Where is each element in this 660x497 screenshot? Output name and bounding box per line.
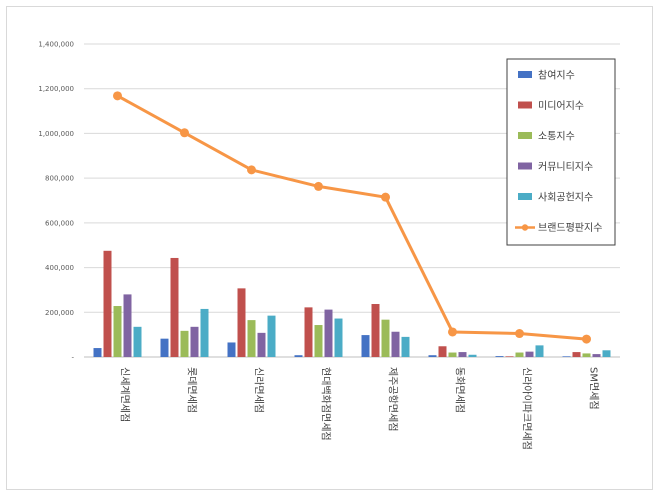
bar-사회공헌지수-신세계면세점 (133, 326, 142, 357)
legend-swatch-사회공헌지수 (518, 193, 532, 200)
bar-참여지수-신세계면세점 (93, 348, 102, 357)
bar-커뮤니티지수-신라면세점 (257, 332, 266, 357)
legend-marker-브랜드평판지수 (521, 224, 529, 231)
bar-사회공헌지수-제주공항면세점 (401, 336, 410, 357)
bar-미디어지수-현대백화점면세점 (304, 307, 313, 357)
y-tick-label: 400,000 (45, 264, 74, 272)
bar-커뮤니티지수-제주공항면세점 (391, 331, 400, 357)
legend-label: 커뮤니티지수 (538, 161, 593, 173)
bar-커뮤니티지수-신라아이파크면세점 (525, 351, 534, 357)
bar-사회공헌지수-신라면세점 (267, 315, 276, 357)
bar-소통지수-신세계면세점 (113, 306, 122, 357)
legend-label: 브랜드평판지수 (538, 222, 602, 234)
y-tick-label: 800,000 (45, 175, 74, 183)
y-tick-label: 1,400,000 (38, 41, 74, 49)
bar-소통지수-신라면세점 (247, 320, 256, 357)
bar-사회공헌지수-롯데면세점 (200, 308, 209, 357)
legend-swatch-커뮤니티지수 (518, 162, 532, 170)
point-브랜드평판지수-제주공항면세점 (381, 192, 390, 202)
line-브랜드평판지수 (116, 94, 587, 341)
point-브랜드평판지수-신라면세점 (247, 165, 256, 175)
bar-참여지수-SM면세점 (562, 356, 571, 357)
legend-label: 참여지수 (538, 70, 575, 82)
x-category-label: 제주공항면세점 (387, 367, 399, 431)
bar-커뮤니티지수-현대백화점면세점 (324, 309, 333, 357)
y-tick-label: - (71, 354, 74, 362)
legend-box (506, 58, 616, 246)
x-category-label: 롯데면세점 (186, 367, 198, 413)
bar-미디어지수-SM면세점 (572, 352, 581, 357)
bar-사회공헌지수-현대백화점면세점 (334, 318, 343, 357)
x-category-label: 신라면세점 (253, 367, 265, 413)
y-tick-label: 200,000 (45, 309, 74, 317)
point-브랜드평판지수-신라아이파크면세점 (515, 329, 524, 339)
point-브랜드평판지수-신세계면세점 (113, 91, 122, 101)
legend-label: 사회공헌지수 (538, 192, 593, 204)
bar-소통지수-동화면세점 (448, 352, 457, 357)
bar-미디어지수-신라면세점 (237, 288, 246, 357)
x-category-label: SM면세점 (588, 367, 600, 410)
bar-참여지수-신라면세점 (227, 342, 236, 357)
legend-swatch-참여지수 (518, 71, 532, 78)
bar-소통지수-제주공항면세점 (381, 319, 390, 357)
point-브랜드평판지수-SM면세점 (582, 334, 591, 344)
bar-커뮤니티지수-SM면세점 (592, 354, 601, 357)
bar-사회공헌지수-신라아이파크면세점 (535, 345, 544, 357)
legend-swatch-미디어지수 (518, 101, 532, 109)
bar-소통지수-현대백화점면세점 (314, 325, 323, 357)
bar-미디어지수-제주공항면세점 (371, 304, 380, 357)
bar-커뮤니티지수-롯데면세점 (190, 326, 199, 357)
x-category-label: 현대백화점면세점 (320, 367, 332, 441)
y-tick-label: 600,000 (45, 219, 74, 227)
bar-미디어지수-신라아이파크면세점 (505, 356, 514, 357)
bar-사회공헌지수-동화면세점 (468, 354, 477, 357)
y-tick-label: 1,000,000 (38, 130, 74, 138)
bar-참여지수-제주공항면세점 (361, 335, 370, 357)
point-브랜드평판지수-롯데면세점 (180, 128, 189, 138)
bar-커뮤니티지수-동화면세점 (458, 352, 467, 357)
x-category-label: 신세계면세점 (119, 367, 131, 422)
point-브랜드평판지수-동화면세점 (448, 327, 457, 337)
point-브랜드평판지수-현대백화점면세점 (314, 181, 323, 191)
bar-미디어지수-롯데면세점 (170, 257, 179, 357)
bar-참여지수-롯데면세점 (160, 338, 169, 357)
legend-label: 소통지수 (538, 131, 575, 143)
y-tick-label: 1,200,000 (38, 85, 74, 93)
x-category-label: 동화면세점 (454, 367, 466, 413)
legend-label: 미디어지수 (538, 100, 584, 112)
bar-참여지수-현대백화점면세점 (294, 355, 303, 357)
legend-swatch-소통지수 (518, 132, 532, 139)
bar-참여지수-신라아이파크면세점 (495, 356, 504, 357)
bar-미디어지수-동화면세점 (438, 346, 447, 357)
bar-사회공헌지수-SM면세점 (602, 350, 611, 357)
bar-소통지수-신라아이파크면세점 (515, 352, 524, 357)
bar-커뮤니티지수-신세계면세점 (123, 294, 132, 357)
bar-참여지수-동화면세점 (428, 355, 437, 357)
bar-소통지수-롯데면세점 (180, 330, 189, 357)
x-category-label: 신라아이파크면세점 (521, 367, 533, 450)
bar-소통지수-SM면세점 (582, 353, 591, 357)
bar-미디어지수-신세계면세점 (103, 250, 112, 357)
